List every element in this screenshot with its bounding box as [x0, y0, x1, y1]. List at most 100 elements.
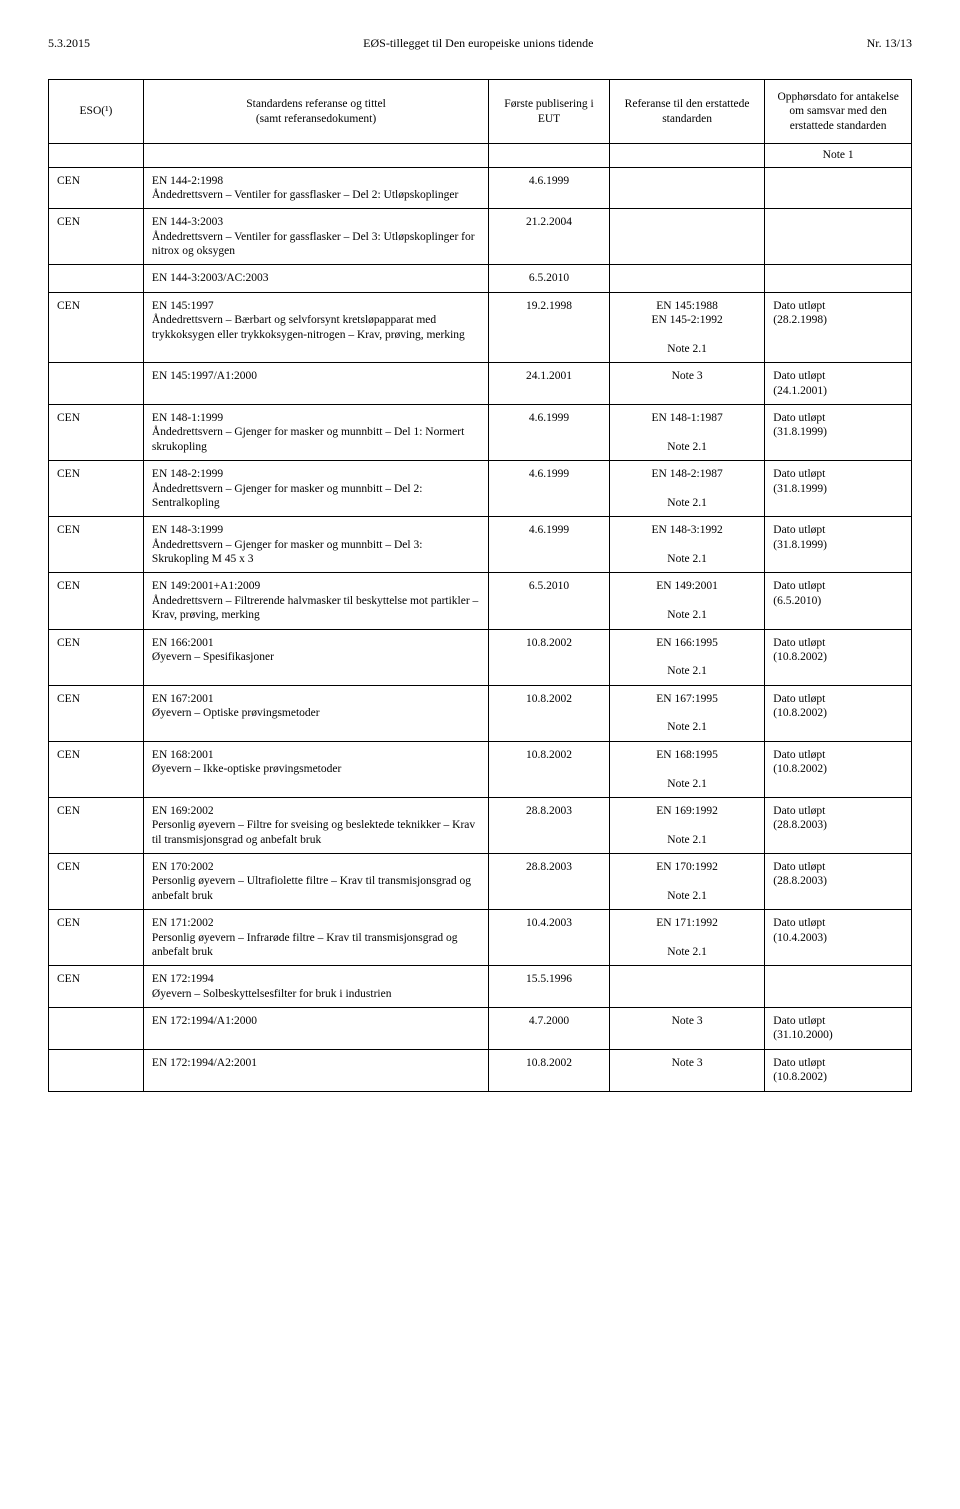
table-row: CENEN 148-1:1999Åndedrettsvern – Gjenger…: [49, 405, 912, 461]
cell-c4: EN 148-2:1987Note 2.1: [609, 461, 764, 517]
cell-c5: [765, 265, 912, 292]
cell-c1: [49, 363, 144, 405]
cell-c2: EN 145:1997Åndedrettsvern – Bærbart og s…: [143, 292, 488, 363]
th-first-pub: Første publisering i EUT: [489, 80, 610, 144]
cell-c3: 4.6.1999: [489, 461, 610, 517]
cell-c5: Dato utløpt(28.8.2003): [765, 854, 912, 910]
cell-c1: [49, 265, 144, 292]
cell-c4: EN 166:1995Note 2.1: [609, 629, 764, 685]
cell-c4: EN 168:1995Note 2.1: [609, 741, 764, 797]
cell-c4: Note 3: [609, 1049, 764, 1091]
th-eso: ESO(¹): [49, 80, 144, 144]
cell-c3: 15.5.1996: [489, 966, 610, 1008]
th-replaced: Referanse til den erstattede standarden: [609, 80, 764, 144]
cell-c2: EN 149:2001+A1:2009Åndedrettsvern – Filt…: [143, 573, 488, 629]
cell-c1: [49, 1049, 144, 1091]
table-row: CENEN 166:2001Øyevern – Spesifikasjoner1…: [49, 629, 912, 685]
cell-c1: CEN: [49, 209, 144, 265]
cell-c2: EN 172:1994/A2:2001: [143, 1049, 488, 1091]
cell-c2: EN 172:1994Øyevern – Solbeskyttelsesfilt…: [143, 966, 488, 1008]
cell-c4: EN 145:1988EN 145-2:1992Note 2.1: [609, 292, 764, 363]
cell-c4: [609, 209, 764, 265]
table-row: CENEN 171:2002Personlig øyevern – Infrar…: [49, 910, 912, 966]
table-row: EN 172:1994/A1:20004.7.2000Note 3Dato ut…: [49, 1008, 912, 1050]
table-header-row: ESO(¹) Standardens referanse og tittel(s…: [49, 80, 912, 144]
cell-c5: Dato utløpt(28.2.1998): [765, 292, 912, 363]
table-row: CENEN 170:2002Personlig øyevern – Ultraf…: [49, 854, 912, 910]
cell-c5: Dato utløpt(6.5.2010): [765, 573, 912, 629]
cell-c3: 6.5.2010: [489, 573, 610, 629]
cell-c4: EN 170:1992Note 2.1: [609, 854, 764, 910]
cell-c1: CEN: [49, 854, 144, 910]
cell-c1: CEN: [49, 797, 144, 853]
table-row: CENEN 148-2:1999Åndedrettsvern – Gjenger…: [49, 461, 912, 517]
table-row: CENEN 172:1994Øyevern – Solbeskyttelsesf…: [49, 966, 912, 1008]
cell-c2: EN 172:1994/A1:2000: [143, 1008, 488, 1050]
cell-c2: EN 168:2001Øyevern – Ikke-optiske prøvin…: [143, 741, 488, 797]
cell-c1: CEN: [49, 741, 144, 797]
cell-c3: 21.2.2004: [489, 209, 610, 265]
cell-c4: [609, 167, 764, 209]
cell-c4: Note 3: [609, 1008, 764, 1050]
header-right: Nr. 13/13: [867, 36, 912, 51]
cell-c1: CEN: [49, 461, 144, 517]
cell-c4: [609, 265, 764, 292]
cell-c4: EN 149:2001Note 2.1: [609, 573, 764, 629]
cell-c2: EN 169:2002Personlig øyevern – Filtre fo…: [143, 797, 488, 853]
cell-c3: 19.2.1998: [489, 292, 610, 363]
cell-c4: EN 171:1992Note 2.1: [609, 910, 764, 966]
cell-c4: EN 169:1992Note 2.1: [609, 797, 764, 853]
page-header: 5.3.2015 EØS-tillegget til Den europeisk…: [48, 36, 912, 51]
cell-c5: Dato utløpt(10.4.2003): [765, 910, 912, 966]
cell-c1: [49, 1008, 144, 1050]
cell-c1: CEN: [49, 910, 144, 966]
table-row: CENEN 168:2001Øyevern – Ikke-optiske prø…: [49, 741, 912, 797]
cell-c4: [609, 966, 764, 1008]
cell-c1: CEN: [49, 573, 144, 629]
cell-c3: 10.8.2002: [489, 629, 610, 685]
cell-c1: CEN: [49, 292, 144, 363]
table-row: EN 144-3:2003/AC:20036.5.2010: [49, 265, 912, 292]
cell-c4: EN 167:1995Note 2.1: [609, 685, 764, 741]
cell-c3: 10.4.2003: [489, 910, 610, 966]
cell-c2: EN 171:2002Personlig øyevern – Infrarøde…: [143, 910, 488, 966]
cell-c5: Dato utløpt(31.10.2000): [765, 1008, 912, 1050]
th-cease: Opphørsdato for antakelse om samsvar med…: [765, 80, 912, 144]
cell-c4: EN 148-1:1987Note 2.1: [609, 405, 764, 461]
cell-c2: EN 144-3:2003/AC:2003: [143, 265, 488, 292]
header-left: 5.3.2015: [48, 36, 90, 51]
cell-c2: EN 144-3:2003Åndedrettsvern – Ventiler f…: [143, 209, 488, 265]
table-row: CENEN 144-2:1998Åndedrettsvern – Ventile…: [49, 167, 912, 209]
cell-c5: Dato utløpt(28.8.2003): [765, 797, 912, 853]
cell-c5: Dato utløpt(31.8.1999): [765, 517, 912, 573]
cell-c3: 4.6.1999: [489, 405, 610, 461]
cell-c2: EN 144-2:1998Åndedrettsvern – Ventiler f…: [143, 167, 488, 209]
cell-c3: 4.7.2000: [489, 1008, 610, 1050]
cell-c5: Dato utløpt(10.8.2002): [765, 685, 912, 741]
cell-c5: [765, 966, 912, 1008]
table-row: CENEN 169:2002Personlig øyevern – Filtre…: [49, 797, 912, 853]
cell-c3: 24.1.2001: [489, 363, 610, 405]
cell-c5: Dato utløpt(10.8.2002): [765, 741, 912, 797]
cell-c1: CEN: [49, 517, 144, 573]
table-row: CENEN 149:2001+A1:2009Åndedrettsvern – F…: [49, 573, 912, 629]
cell-c5: Dato utløpt(10.8.2002): [765, 629, 912, 685]
cell-c5: Dato utløpt(10.8.2002): [765, 1049, 912, 1091]
cell-c5: Dato utløpt(31.8.1999): [765, 405, 912, 461]
note1-row: Note 1: [49, 144, 912, 167]
cell-c1: CEN: [49, 685, 144, 741]
cell-c5: [765, 209, 912, 265]
cell-c2: EN 170:2002Personlig øyevern – Ultrafiol…: [143, 854, 488, 910]
table-row: CENEN 148-3:1999Åndedrettsvern – Gjenger…: [49, 517, 912, 573]
cell-c1: CEN: [49, 966, 144, 1008]
cell-c2: EN 167:2001Øyevern – Optiske prøvingsmet…: [143, 685, 488, 741]
cell-c2: EN 148-1:1999Åndedrettsvern – Gjenger fo…: [143, 405, 488, 461]
cell-c2: EN 148-3:1999Åndedrettsvern – Gjenger fo…: [143, 517, 488, 573]
cell-c2: EN 166:2001Øyevern – Spesifikasjoner: [143, 629, 488, 685]
cell-c3: 10.8.2002: [489, 1049, 610, 1091]
table-row: EN 172:1994/A2:200110.8.2002Note 3Dato u…: [49, 1049, 912, 1091]
cell-c3: 10.8.2002: [489, 741, 610, 797]
cell-c1: CEN: [49, 629, 144, 685]
cell-c2: EN 148-2:1999Åndedrettsvern – Gjenger fo…: [143, 461, 488, 517]
cell-c4: EN 148-3:1992Note 2.1: [609, 517, 764, 573]
